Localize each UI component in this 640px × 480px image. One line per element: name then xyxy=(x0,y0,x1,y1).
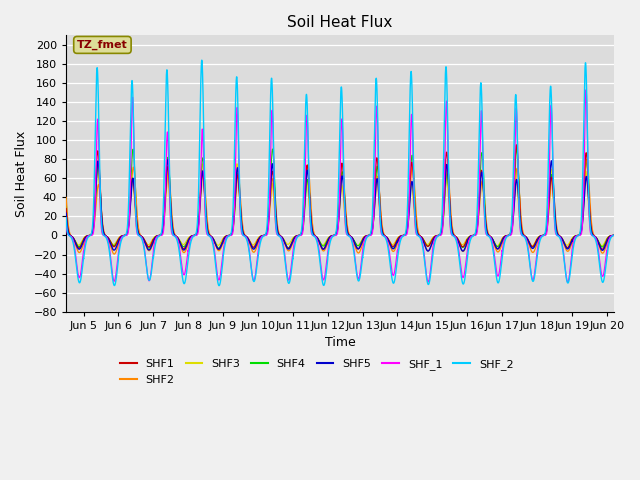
Y-axis label: Soil Heat Flux: Soil Heat Flux xyxy=(15,131,28,216)
X-axis label: Time: Time xyxy=(324,336,355,349)
Title: Soil Heat Flux: Soil Heat Flux xyxy=(287,15,392,30)
Legend: SHF1, SHF2, SHF3, SHF4, SHF5, SHF_1, SHF_2: SHF1, SHF2, SHF3, SHF4, SHF5, SHF_1, SHF… xyxy=(115,355,518,389)
Text: TZ_fmet: TZ_fmet xyxy=(77,40,128,50)
